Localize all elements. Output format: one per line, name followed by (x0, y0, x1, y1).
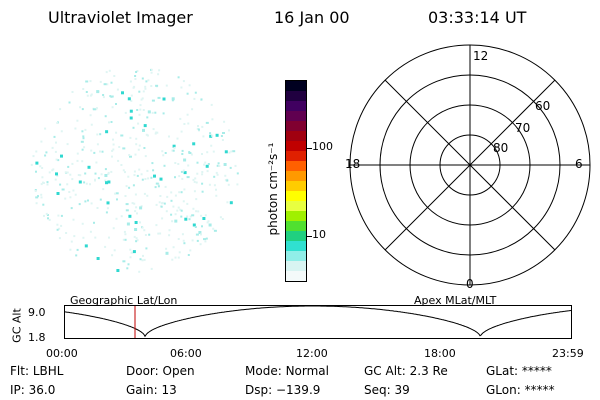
colorbar-segment (286, 161, 306, 171)
status-seq: Seq: 39 (364, 383, 410, 397)
colorbar-segment (286, 191, 306, 201)
polar-mlt-plot: 12 6 0 18 60 70 80 (345, 44, 591, 291)
colorbar-tick-10: 10 (312, 228, 326, 241)
altitude-tick-low: 1.8 (28, 331, 46, 344)
colorbar-tick-100: 100 (312, 140, 333, 153)
geographic-header: Geographic Lat/Lon (70, 294, 178, 307)
colorbar-segment (286, 201, 306, 211)
instrument-title: Ultraviolet Imager (48, 8, 193, 27)
uv-image-disc (28, 64, 240, 276)
altitude-curve (64, 305, 572, 338)
time-tick-0000: 00:00 (46, 347, 78, 360)
colorbar-segment (286, 131, 306, 141)
colorbar-segment (286, 101, 306, 111)
altitude-timeline-plot (64, 305, 572, 339)
colorbar-segment (286, 271, 306, 281)
status-glat: GLat: ***** (486, 364, 552, 378)
status-mode: Mode: Normal (245, 364, 329, 378)
colorbar-unit-label: photon cm⁻²s⁻¹ (266, 142, 280, 236)
time-tick-1800: 18:00 (424, 347, 456, 360)
lat-label-80: 80 (493, 141, 508, 155)
date-readout: 16 Jan 00 (274, 8, 350, 27)
time-tick-0600: 06:00 (170, 347, 202, 360)
colorbar-segment (286, 211, 306, 221)
colorbar-segment (286, 151, 306, 161)
colorbar-segment (286, 121, 306, 131)
time-tick-2359: 23:59 (552, 347, 584, 360)
lat-label-70: 70 (515, 121, 530, 135)
mlt-label-6: 6 (575, 157, 583, 171)
status-gc-alt: GC Alt: 2.3 Re (364, 364, 448, 378)
colorbar (285, 80, 307, 282)
colorbar-segment (286, 111, 306, 121)
colorbar-segment (286, 231, 306, 241)
colorbar-segment (286, 251, 306, 261)
status-filter: Flt: LBHL (10, 364, 64, 378)
altitude-tick-high: 9.0 (28, 306, 46, 319)
colorbar-segment (286, 171, 306, 181)
noise-speckles (30, 68, 239, 273)
colorbar-segment (286, 261, 306, 271)
status-glon: GLon: ***** (486, 383, 555, 397)
status-ip: IP: 36.0 (10, 383, 56, 397)
mlt-label-18: 18 (345, 157, 360, 171)
mlt-label-12: 12 (473, 49, 488, 63)
altitude-axis-label: GC Alt (10, 308, 24, 343)
colorbar-tick-mark (307, 236, 312, 237)
colorbar-segment (286, 141, 306, 151)
mlt-label-0: 0 (466, 277, 474, 291)
status-gain: Gain: 13 (126, 383, 177, 397)
colorbar-segment (286, 81, 306, 91)
time-readout: 03:33:14 UT (428, 8, 527, 27)
colorbar-segment (286, 91, 306, 101)
colorbar-segment (286, 181, 306, 191)
status-door: Door: Open (126, 364, 195, 378)
colorbar-tick-mark (307, 148, 312, 149)
colorbar-segment (286, 221, 306, 231)
apex-header: Apex MLat/MLT (414, 294, 497, 307)
status-dsp: Dsp: −139.9 (245, 383, 321, 397)
colorbar-segment (286, 241, 306, 251)
lat-label-60: 60 (535, 99, 550, 113)
time-tick-1200: 12:00 (296, 347, 328, 360)
